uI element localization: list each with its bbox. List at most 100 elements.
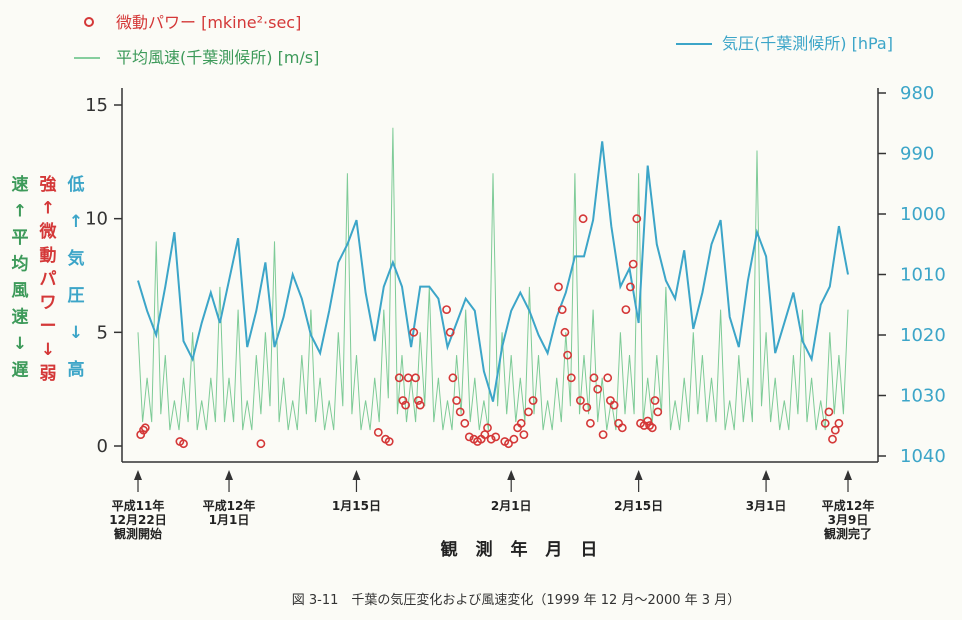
micro-point (576, 396, 585, 405)
legend-wind-label: 平均風速(千葉測候所) [m/s] (116, 48, 319, 67)
micro-point (578, 214, 588, 224)
micro-point (566, 373, 576, 383)
side-label-char: ↓ (41, 340, 55, 360)
right-tick-label: 980 (900, 83, 934, 104)
side-label-char: ー (40, 317, 57, 337)
micro-series (136, 214, 844, 449)
micro-point (486, 434, 496, 444)
right-tick-label: 1020 (900, 325, 946, 346)
micro-point (653, 407, 663, 417)
micro-point (491, 432, 501, 442)
side-label-char: 気 (67, 248, 85, 269)
right-tick-label: 990 (900, 144, 934, 165)
side-label-char: ↓ (69, 323, 83, 343)
micro-point (617, 423, 627, 433)
micro-point (445, 327, 455, 337)
side-label-char: 速 (12, 174, 29, 195)
date-arrow-head (844, 470, 852, 480)
micro-point (524, 407, 533, 417)
wind-axis-side-label: 速↑平均風速↓遅 (12, 174, 29, 381)
date-arrow-head (352, 470, 361, 480)
side-label-char: パ (40, 269, 57, 289)
micro-point (448, 373, 458, 383)
date-marker-label: 3月9日 (828, 513, 869, 527)
micro-point (820, 418, 830, 428)
side-label-char: ワ (40, 293, 57, 313)
date-arrow-head (634, 470, 643, 480)
micro-point (593, 384, 603, 394)
micro-point (409, 327, 419, 337)
micro-point (563, 350, 572, 360)
micro-point (650, 396, 660, 405)
micro-point (528, 396, 538, 405)
date-arrow-head (134, 470, 142, 480)
micro-point (643, 416, 653, 426)
right-tick-label: 1000 (900, 204, 946, 225)
micro-point (586, 418, 595, 428)
side-label-char: 風 (12, 281, 29, 301)
micro-point (830, 425, 840, 435)
side-label-char: 均 (12, 254, 29, 275)
micro-point (504, 439, 513, 449)
side-label-char: 高 (68, 359, 85, 380)
legend-micro-label: 微動パワー [mkine²·sec] (116, 13, 301, 32)
side-label-char: ↑ (41, 199, 55, 219)
micro-point (609, 400, 619, 410)
date-arrow-head (762, 470, 771, 480)
micro-point (256, 439, 266, 449)
side-label-char: ↑ (69, 212, 83, 232)
date-arrow-head (507, 470, 516, 480)
micro-point (452, 396, 461, 405)
date-marker-label: 平成11年 (112, 498, 165, 513)
side-label-char: 動 (40, 245, 57, 266)
pressure-series-line (137, 141, 849, 402)
micro-point (464, 432, 474, 442)
side-label-char: 速 (12, 307, 29, 328)
side-label-char: 遅 (12, 361, 29, 381)
micro-point (626, 282, 635, 292)
micro-point (394, 373, 404, 383)
micro-point (460, 418, 470, 428)
micro-point (519, 430, 529, 439)
left-axis-ticks: 0 5 10 15 (85, 95, 122, 457)
date-marker-label: 観測完了 (824, 526, 872, 541)
micro-point (442, 305, 451, 314)
date-marker-label: 1月15日 (332, 499, 381, 513)
micro-point (647, 423, 657, 433)
micro-point (401, 400, 410, 410)
date-marker-label: 平成12年 (822, 498, 875, 513)
micro-point (415, 400, 425, 410)
wind-series (137, 127, 849, 431)
date-arrow-head (225, 470, 234, 480)
left-tick-label: 10 (85, 209, 108, 230)
legend: 微動パワー [mkine²·sec] 平均風速(千葉測候所) [m/s] 気圧(… (74, 13, 893, 67)
micro-point (411, 373, 420, 383)
micro-point (828, 434, 837, 444)
left-tick-label: 0 (97, 436, 108, 457)
micro-point (824, 407, 834, 417)
right-tick-label: 1030 (900, 386, 946, 407)
micro-point (413, 396, 423, 405)
wind-series-line (137, 127, 849, 431)
legend-micro-marker (84, 17, 94, 27)
micro-point (554, 282, 563, 292)
figure-caption: 図 3-11 千葉の気圧変化および風速変化（1999 年 12 月〜2000 年… (292, 592, 740, 608)
micro-point (516, 418, 526, 428)
micro-point (582, 402, 592, 412)
side-label-char: 強 (40, 174, 57, 195)
micro-point (139, 425, 148, 435)
pressure-axis-side-label: 低 ↑ 気圧 ↓ 高 (67, 174, 85, 380)
right-tick-label: 1040 (900, 446, 946, 467)
date-marker-label: 3月1日 (746, 499, 787, 513)
date-marker-label: 観測開始 (114, 526, 162, 541)
date-marker-label: 12月22日 (109, 513, 166, 527)
side-label-char: 圧 (68, 286, 85, 306)
date-marker-label: 2月1日 (491, 499, 532, 513)
micro-point (834, 418, 844, 428)
micro-point (598, 430, 608, 439)
micro-point (509, 434, 519, 444)
micro-point (179, 439, 188, 449)
micro-point (628, 259, 638, 269)
